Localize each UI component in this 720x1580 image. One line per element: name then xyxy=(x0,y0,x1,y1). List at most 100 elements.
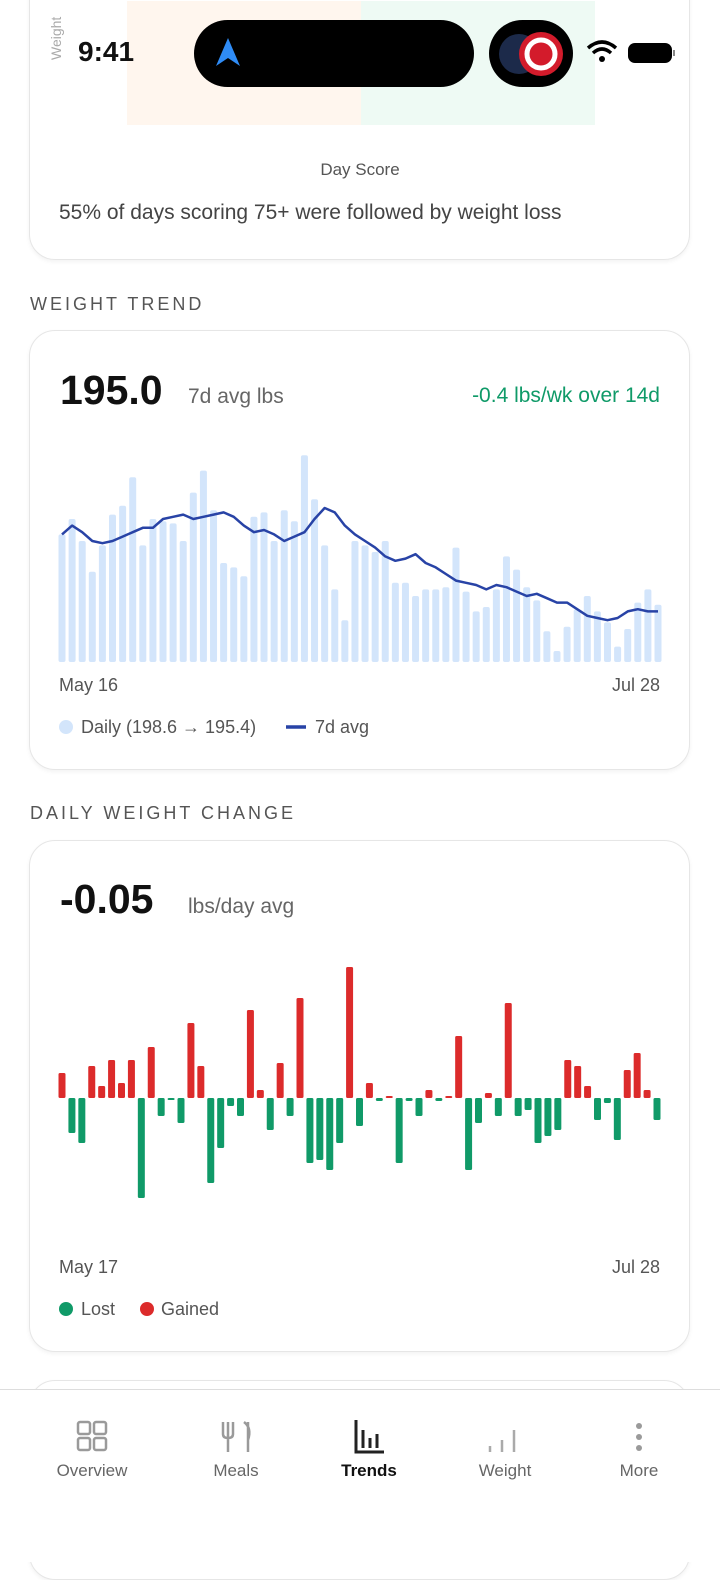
bar xyxy=(371,552,379,662)
bar xyxy=(643,1090,651,1098)
bar xyxy=(316,1098,324,1160)
bar xyxy=(385,1096,393,1098)
bar xyxy=(584,1086,592,1098)
trend-line xyxy=(61,506,658,622)
bar xyxy=(654,604,662,662)
tab[interactable]: Weight xyxy=(478,1461,532,1480)
bar xyxy=(58,1073,66,1098)
bar xyxy=(286,1098,294,1116)
bar xyxy=(290,521,298,662)
bar xyxy=(78,1098,86,1143)
bar xyxy=(613,1098,621,1140)
bar xyxy=(331,589,339,662)
bar xyxy=(624,629,632,662)
bar xyxy=(300,455,308,662)
tab[interactable]: More xyxy=(619,1461,659,1480)
bar xyxy=(381,541,389,662)
bar xyxy=(514,1098,522,1116)
bar xyxy=(108,1060,116,1098)
bar xyxy=(544,1098,552,1136)
rate: -0.4 lbs/wk over 14d xyxy=(472,384,660,407)
nav-arrow-icon xyxy=(216,38,240,66)
tab[interactable]: Meals xyxy=(213,1461,259,1480)
bar xyxy=(422,589,430,662)
bar xyxy=(280,510,288,662)
bar xyxy=(217,1098,225,1148)
bar xyxy=(227,1098,235,1106)
bar xyxy=(583,596,591,662)
headline-unit: lbs/day avg xyxy=(188,895,295,918)
bar xyxy=(187,1023,195,1098)
bar xyxy=(623,1070,631,1098)
bar xyxy=(98,1086,106,1098)
bar xyxy=(189,492,197,662)
bar xyxy=(435,1098,443,1101)
bar xyxy=(375,1098,383,1101)
tab[interactable]: Trends xyxy=(341,1461,397,1480)
x-label: May 17 xyxy=(59,1257,119,1277)
bar xyxy=(554,1098,562,1130)
bar xyxy=(119,505,127,662)
bar xyxy=(432,589,440,662)
bar xyxy=(442,587,450,662)
bar xyxy=(129,477,137,662)
bar xyxy=(523,587,531,662)
bar xyxy=(391,582,399,662)
legend-label: Daily (198.6 → 195.4) xyxy=(81,717,257,737)
bar xyxy=(266,1098,274,1130)
x-axis-label: Day Score xyxy=(320,160,400,179)
bar xyxy=(502,556,510,662)
bar xyxy=(270,541,278,662)
bar xyxy=(484,1093,492,1098)
legend-label: 7d avg xyxy=(315,717,370,737)
bar xyxy=(179,541,187,662)
bar xyxy=(139,545,147,662)
bar xyxy=(98,545,106,662)
weight-trend-card xyxy=(29,330,690,770)
bar xyxy=(653,1098,661,1120)
bar xyxy=(634,602,642,662)
bar xyxy=(563,626,571,662)
bar xyxy=(452,547,460,662)
bar xyxy=(78,541,86,662)
bar xyxy=(149,519,157,662)
bar xyxy=(336,1098,344,1143)
bar xyxy=(109,514,117,662)
bar xyxy=(306,1098,314,1163)
section-title: WEIGHT TREND xyxy=(30,294,205,314)
bar xyxy=(504,1003,512,1098)
tab[interactable]: Overview xyxy=(56,1461,128,1480)
bar xyxy=(197,1066,205,1098)
app-icons xyxy=(489,20,573,87)
headline-unit: 7d avg lbs xyxy=(188,385,284,408)
legend-swatch xyxy=(59,1302,73,1316)
bar xyxy=(167,1098,175,1100)
dynamic-island xyxy=(194,20,474,87)
bar xyxy=(88,571,96,662)
bar xyxy=(594,1098,601,1120)
bar xyxy=(603,1098,611,1103)
bar xyxy=(593,611,601,662)
bar xyxy=(256,1090,264,1098)
status-icons xyxy=(586,40,675,63)
bar xyxy=(513,569,521,662)
headline-value: -0.05 xyxy=(60,876,154,922)
bar xyxy=(296,998,304,1098)
bar xyxy=(199,470,207,662)
bar xyxy=(207,1098,215,1183)
section-title: DAILY WEIGHT CHANGE xyxy=(30,803,297,823)
bar xyxy=(137,1098,145,1198)
bar xyxy=(341,620,349,662)
bar xyxy=(524,1098,532,1110)
bar xyxy=(68,1098,76,1133)
bar xyxy=(564,1060,572,1098)
legend-label: Gained xyxy=(161,1299,220,1319)
bar xyxy=(415,1098,423,1116)
bar xyxy=(534,1098,542,1143)
bar xyxy=(633,1053,641,1098)
bar xyxy=(543,631,551,662)
x-label: May 16 xyxy=(59,675,119,695)
bar xyxy=(644,589,652,662)
bar xyxy=(475,1098,482,1123)
